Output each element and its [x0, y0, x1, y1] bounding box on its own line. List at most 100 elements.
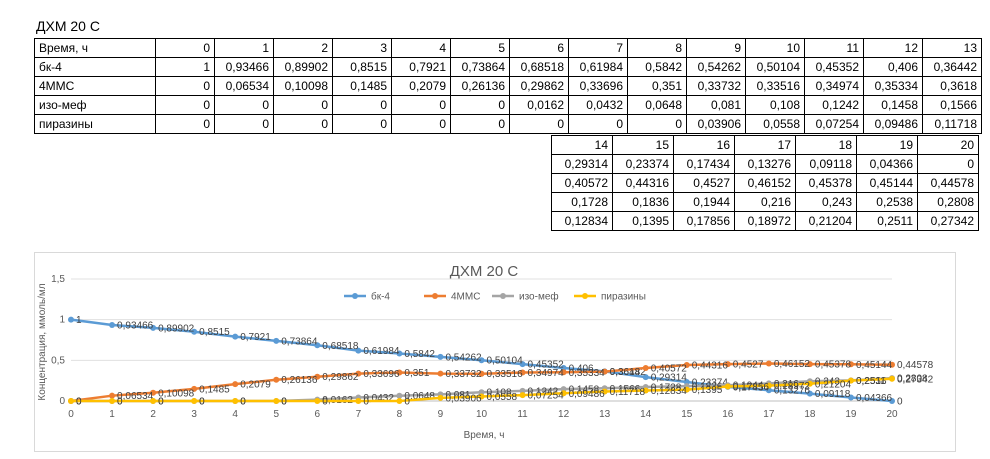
value-cell: 0 — [450, 114, 510, 134]
value-cell: 0,2079 — [391, 76, 451, 96]
data-point — [150, 389, 157, 396]
value-cell: 0 — [917, 154, 979, 174]
row-label: пиразины — [34, 114, 156, 134]
x-tick-label: 15 — [681, 409, 693, 420]
value-cell: 0,1485 — [332, 76, 392, 96]
data-label: 0,09118 — [815, 389, 851, 400]
data-label: 0,1395 — [692, 385, 723, 396]
data-point — [806, 380, 813, 387]
value-cell: 0,07254 — [804, 114, 864, 134]
data-label: 0,21204 — [815, 379, 852, 390]
data-label: 0,33732 — [445, 369, 482, 380]
data-point — [437, 370, 444, 377]
value-cell: 0,1944 — [673, 192, 735, 212]
value-cell: 0,17434 — [673, 154, 735, 174]
data-point — [478, 389, 485, 396]
value-cell: 0,40572 — [551, 173, 613, 193]
value-cell: 0 — [155, 76, 215, 96]
value-cell: 0,73864 — [450, 57, 510, 77]
value-cell: 0,68518 — [509, 57, 569, 77]
value-cell: 0,54262 — [686, 57, 746, 77]
time-header-label: Время, ч — [34, 38, 156, 58]
x-tick-label: 9 — [438, 409, 444, 420]
data-label: 0 — [322, 397, 328, 408]
y-axis-label: Концентрация, ммоль/мл — [37, 283, 48, 400]
data-label: 0,4527 — [733, 360, 764, 371]
sheet-title: ДХМ 20 С — [36, 18, 100, 34]
data-label: 0 — [117, 397, 123, 408]
legend-item: пиразины — [574, 292, 646, 303]
data-point — [765, 382, 772, 389]
value-cell: 0,11718 — [922, 114, 982, 134]
x-tick-label: 11 — [517, 409, 528, 420]
value-cell: 0,35334 — [863, 76, 923, 96]
data-label: 0,5842 — [404, 349, 435, 360]
series-0: 1 0,93466 0,89902 0,8515 0,7921 0,73864 0,6851… — [68, 315, 903, 408]
x-tick-label: 17 — [763, 409, 775, 420]
data-point — [765, 360, 772, 367]
value-cell: 0,89902 — [273, 57, 333, 77]
data-point — [519, 392, 526, 399]
data-point — [601, 388, 608, 395]
value-cell: 0,26136 — [450, 76, 510, 96]
x-tick-label: 6 — [315, 409, 321, 420]
value-cell: 0,13276 — [734, 154, 796, 174]
data-point — [273, 376, 280, 383]
value-cell: 0,03906 — [686, 114, 746, 134]
data-label: 0,12834 — [651, 386, 688, 397]
data-label: 0,406 — [569, 363, 594, 374]
value-cell: 0,1836 — [612, 192, 674, 212]
x-axis-ticks: 0 1 2 3 4 5 6 7 8 9 10 11 12 13 14 15 16 17 18 19 20 — [68, 409, 898, 420]
data-point — [560, 390, 567, 397]
data-label: 0,0432 — [363, 393, 394, 404]
data-point — [642, 365, 649, 372]
value-cell: 0,61984 — [568, 57, 628, 77]
data-point — [314, 342, 321, 349]
legend-swatch-marker — [500, 293, 506, 299]
row-label: 4ММС — [34, 76, 156, 96]
value-cell: 0,1566 — [922, 95, 982, 115]
legend-label: изо-меф — [519, 291, 559, 303]
data-label: 0,50104 — [487, 356, 524, 367]
data-label: 0 — [76, 397, 82, 408]
value-cell: 0 — [391, 114, 451, 134]
time-header-cell: 3 — [332, 38, 392, 58]
data-label: 0,40572 — [651, 364, 688, 375]
value-cell: 0,45352 — [804, 57, 864, 77]
data-label: 0,44578 — [897, 360, 934, 371]
data-label: 0,1242 — [528, 386, 559, 397]
time-header-cell: 10 — [745, 38, 805, 58]
data-label: 0,29314 — [651, 373, 688, 384]
data-point — [519, 387, 526, 394]
time-header-cell: 14 — [551, 135, 613, 155]
x-tick-label: 12 — [558, 409, 570, 420]
value-cell: 0,45144 — [856, 173, 918, 193]
x-tick-label: 10 — [476, 409, 488, 420]
value-cell: 0,243 — [795, 192, 857, 212]
data-point — [396, 398, 403, 404]
value-cell: 0,1242 — [804, 95, 864, 115]
data-label: 0,36442 — [610, 367, 647, 378]
time-header-cell: 19 — [856, 135, 918, 155]
value-cell: 0,2808 — [917, 192, 979, 212]
data-label: 0 — [240, 397, 246, 408]
legend-swatch-marker — [582, 293, 588, 299]
data-label: 0,7921 — [240, 332, 271, 343]
value-cell: 0,33732 — [686, 76, 746, 96]
data-point — [355, 347, 362, 354]
value-cell: 0 — [214, 114, 274, 134]
value-cell: 0,0558 — [745, 114, 805, 134]
data-label: 0,34974 — [528, 368, 565, 379]
data-label: 0,45378 — [815, 360, 852, 371]
time-header-cell: 0 — [155, 38, 215, 58]
data-label: 0,54262 — [445, 352, 482, 363]
time-header-cell: 11 — [804, 38, 864, 58]
value-cell: 0,1458 — [863, 95, 923, 115]
data-label: 0,1458 — [569, 385, 600, 396]
data-point — [806, 390, 813, 397]
data-point — [191, 398, 198, 404]
value-cell: 0,7921 — [391, 57, 451, 77]
data-label: 0,3618 — [610, 367, 641, 378]
x-tick-label: 7 — [356, 409, 362, 420]
value-cell: 0,4527 — [673, 173, 735, 193]
